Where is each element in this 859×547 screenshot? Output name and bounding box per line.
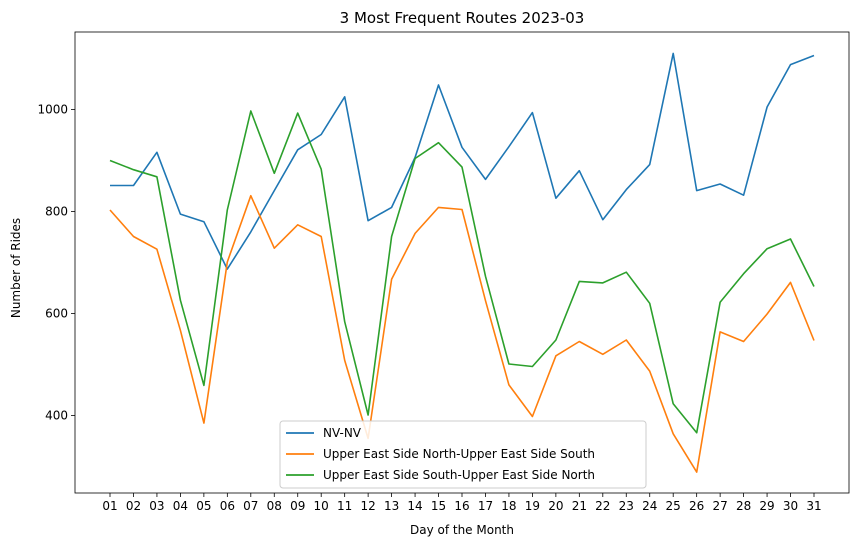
x-tick-label: 11	[337, 499, 352, 513]
y-tick-label: 400	[45, 408, 68, 422]
x-tick-label: 19	[525, 499, 540, 513]
x-tick-label: 09	[290, 499, 305, 513]
x-tick-label: 04	[173, 499, 188, 513]
x-tick-label: 10	[314, 499, 329, 513]
series-line-3	[109, 110, 815, 434]
x-tick-label: 20	[548, 499, 563, 513]
legend-entry: Upper East Side North-Upper East Side So…	[323, 447, 595, 461]
x-tick-label: 08	[267, 499, 282, 513]
x-tick-label: 03	[149, 499, 164, 513]
y-tick-label: 1000	[37, 103, 68, 117]
x-tick-label: 18	[501, 499, 516, 513]
legend-entry: Upper East Side South-Upper East Side No…	[323, 468, 595, 482]
x-tick-label: 12	[360, 499, 375, 513]
x-tick-label: 07	[243, 499, 258, 513]
legend-box	[279, 420, 647, 489]
y-axis: 400 600 800 1000	[37, 103, 75, 422]
x-tick-label: 31	[806, 499, 821, 513]
x-tick-label: 23	[619, 499, 634, 513]
x-tick-label: 16	[454, 499, 469, 513]
x-tick-label: 01	[102, 499, 117, 513]
x-tick-label: 02	[126, 499, 141, 513]
x-tick-label: 29	[759, 499, 774, 513]
series-line-1	[110, 52, 815, 270]
x-tick-label: 28	[736, 499, 751, 513]
x-tick-label: 22	[595, 499, 610, 513]
x-axis: 01 02 03 04 05 06 07 08 09 10 11 12 13 14 15 16 17 18 19 20…	[102, 493, 822, 513]
legend-entry: NV-NV	[323, 426, 362, 440]
chart-title: 3 Most Frequent Routes 2023-03	[340, 9, 585, 27]
x-tick-label: 17	[478, 499, 493, 513]
x-tick-label: 21	[572, 499, 587, 513]
x-tick-label: 06	[220, 499, 235, 513]
x-tick-label: 26	[689, 499, 704, 513]
y-axis-label: Number of Rides	[9, 218, 23, 318]
x-tick-label: 27	[712, 499, 727, 513]
series-line-2	[109, 194, 815, 473]
x-tick-label: 05	[196, 499, 211, 513]
legend: NV-NV Upper East Side North-Upper East Si…	[279, 420, 647, 489]
x-tick-label: 15	[431, 499, 446, 513]
y-tick-label: 600	[45, 306, 68, 320]
plot-lines	[109, 52, 815, 473]
x-tick-label: 14	[407, 499, 422, 513]
x-tick-label: 13	[384, 499, 399, 513]
x-axis-label: Day of the Month	[410, 523, 514, 537]
x-tick-label: 30	[783, 499, 798, 513]
x-tick-label: 24	[642, 499, 657, 513]
x-tick-label: 25	[666, 499, 681, 513]
y-tick-label: 800	[45, 205, 68, 219]
